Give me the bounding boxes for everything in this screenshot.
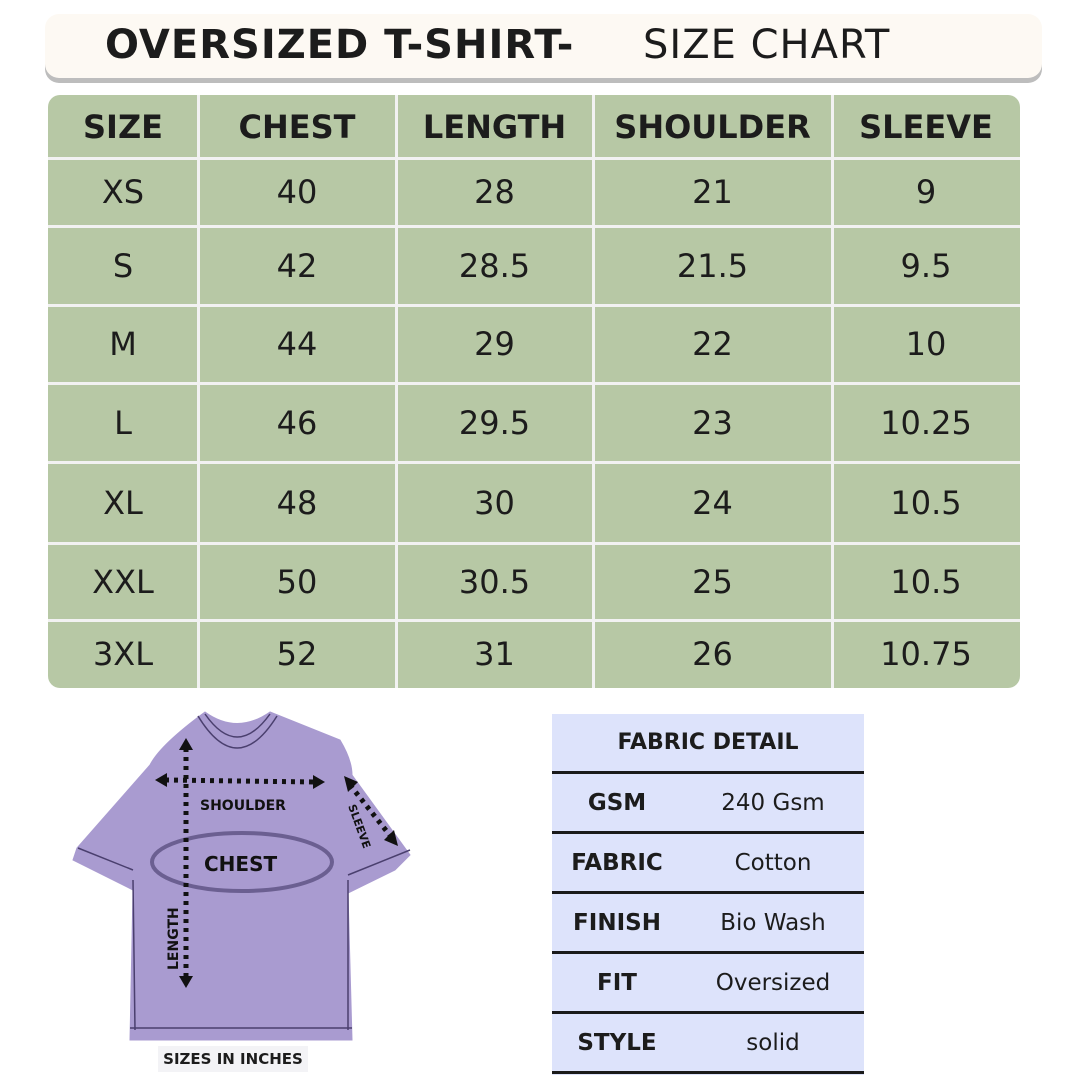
table-cell: 46	[276, 403, 318, 442]
column-header: SIZE	[82, 107, 163, 146]
column-header: LENGTH	[422, 107, 567, 146]
size-table: SIZE CHEST LENGTH SHOULDER SLEEVE XS 40 28 21 9 S 4…	[48, 95, 1020, 688]
table-cell: 23	[692, 403, 733, 442]
table-cell: 52	[276, 635, 318, 673]
column-divider	[592, 95, 595, 688]
title-bold: OVERSIZED T-SHIRT-	[105, 22, 575, 68]
table-cell: S	[112, 246, 134, 285]
fabric-title-row: FABRIC DETAIL	[552, 714, 864, 774]
tshirt-shape	[72, 711, 411, 1041]
fabric-key: FABRIC	[571, 849, 663, 876]
length-label: LENGTH	[166, 907, 182, 970]
table-cell: 24	[692, 483, 733, 522]
fabric-key: STYLE	[577, 1029, 657, 1056]
title-bar: OVERSIZED T-SHIRT- SIZE CHART	[45, 14, 1042, 78]
title-light: SIZE CHART	[643, 22, 891, 68]
chest-label: CHEST	[204, 852, 277, 876]
row-divider	[48, 225, 1020, 228]
row-divider	[48, 382, 1020, 385]
table-cell: 10.75	[880, 635, 972, 673]
table-cell: XS	[101, 173, 145, 211]
table-cell: 42	[276, 246, 318, 285]
row-divider	[48, 304, 1020, 307]
table-cell: XXL	[92, 562, 154, 601]
fabric-key: FINISH	[573, 909, 661, 936]
fabric-row: FABRIC Cotton	[552, 834, 864, 894]
table-cell: XL	[103, 483, 143, 522]
fabric-key: FIT	[597, 969, 637, 996]
table-cell: 40	[276, 173, 318, 211]
shoulder-arrow	[164, 777, 316, 785]
column-divider	[831, 95, 834, 688]
table-cell: L	[114, 403, 132, 442]
fabric-title: FABRIC DETAIL	[617, 730, 799, 755]
fabric-row: FIT Oversized	[552, 954, 864, 1014]
row-divider	[48, 157, 1020, 160]
table-cell: 9.5	[900, 246, 952, 285]
table-cell: 29	[474, 325, 515, 363]
column-divider	[395, 95, 398, 688]
table-cell: 50	[276, 562, 318, 601]
column-header: CHEST	[238, 107, 356, 146]
table-cell: 30	[474, 483, 515, 522]
fabric-row: STYLE solid	[552, 1014, 864, 1074]
fabric-value: solid	[746, 1029, 800, 1056]
table-cell: 29.5	[458, 403, 531, 442]
table-cell: 21	[692, 173, 733, 211]
fabric-value: 240 Gsm	[721, 789, 825, 816]
fabric-detail-table: FABRIC DETAIL GSM 240 Gsm FABRIC Cotton FINI…	[552, 714, 864, 1075]
shoulder-label: SHOULDER	[200, 798, 286, 814]
sleeve-arrow	[348, 783, 394, 840]
table-cell: 44	[276, 325, 318, 363]
fabric-row: GSM 240 Gsm	[552, 774, 864, 834]
column-header: SLEEVE	[859, 107, 993, 146]
row-divider	[48, 619, 1020, 622]
table-cell: 31	[474, 635, 515, 673]
column-divider	[197, 95, 200, 688]
table-cell: 48	[276, 483, 318, 522]
table-cell: 21.5	[676, 246, 749, 285]
table-cell: 3XL	[92, 635, 154, 673]
chest-ellipse	[150, 831, 334, 893]
fabric-key: GSM	[587, 789, 647, 816]
table-cell: M	[109, 325, 137, 363]
table-cell: 25	[692, 562, 733, 601]
fabric-value: Cotton	[734, 849, 812, 876]
row-divider	[48, 542, 1020, 545]
table-cell: 10.5	[890, 562, 962, 601]
table-cell: 10	[905, 325, 947, 363]
table-cell: 10.25	[880, 403, 972, 442]
table-cell: 9	[915, 173, 937, 211]
table-cell: 30.5	[458, 562, 531, 601]
units-label: SIZES IN INCHES	[158, 1046, 308, 1072]
table-cell: 26	[692, 635, 733, 673]
table-cell: 10.5	[890, 483, 962, 522]
fabric-value: Bio Wash	[720, 909, 826, 936]
table-cell: 28.5	[458, 246, 531, 285]
table-cell: 28	[474, 173, 515, 211]
fabric-row: FINISH Bio Wash	[552, 894, 864, 954]
row-divider	[48, 461, 1020, 464]
column-header: SHOULDER	[614, 107, 811, 146]
fabric-value: Oversized	[715, 969, 831, 996]
table-cell: 22	[692, 325, 733, 363]
